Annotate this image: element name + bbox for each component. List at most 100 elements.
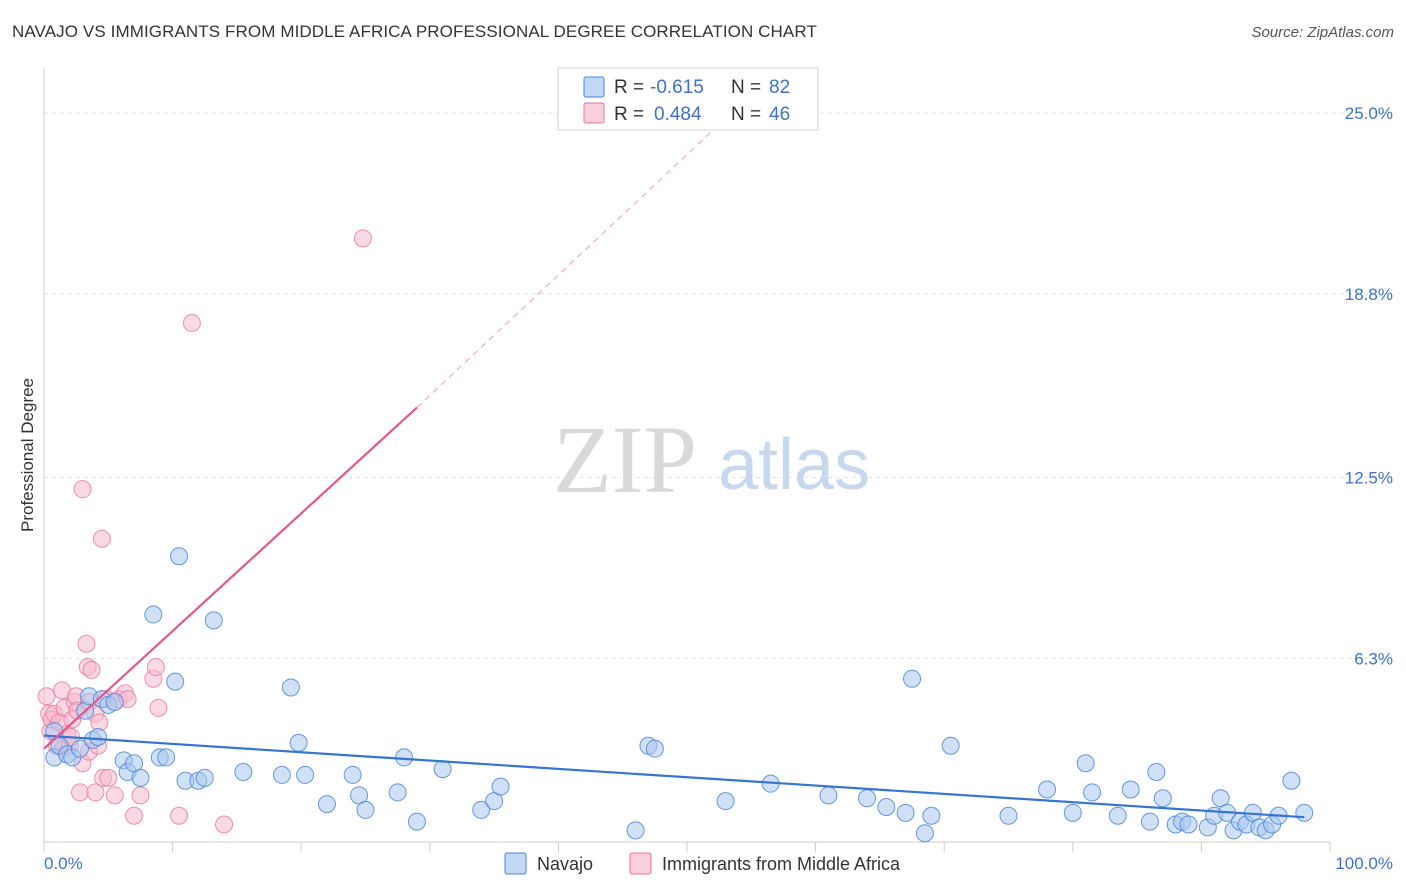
navajo-point-19: [157, 748, 176, 767]
watermark-zip: ZIP: [553, 406, 697, 513]
legend-r-value-navajo: -0.615: [650, 77, 704, 98]
navajo-point-41: [491, 777, 510, 796]
navajo-point-24: [195, 768, 214, 787]
navajo-point-32: [343, 765, 362, 784]
navajo-point-53: [922, 806, 941, 825]
navajo-point-42: [626, 821, 645, 840]
y-tick-label-0: 6.3%: [1354, 649, 1393, 668]
navajo-point-80: [1282, 771, 1301, 790]
navajo-point-28: [281, 678, 300, 697]
navajo-point-29: [289, 733, 308, 752]
y-axis-title: Professional Degree: [18, 378, 37, 532]
africa-point-31: [105, 786, 124, 805]
navajo-point-26: [234, 763, 253, 782]
navajo-point-67: [1179, 815, 1198, 834]
navajo-point-16: [131, 768, 150, 787]
navajo-point-17: [144, 605, 163, 624]
navajo-point-21: [170, 547, 189, 566]
grid-lines: [44, 112, 1395, 659]
trend-lines: [43, 130, 1305, 819]
legend-n-value-africa: 46: [769, 104, 790, 125]
africa-point-39: [149, 698, 168, 717]
y-tick-labels: 6.3% 12.5% 18.8% 25.0%: [1345, 104, 1393, 668]
africa-point-42: [215, 815, 234, 834]
x-tick-labels: 0.0% 100.0%: [44, 854, 1393, 873]
navajo-point-44: [645, 739, 664, 758]
navajo-point-64: [1153, 789, 1172, 808]
africa-point-0: [37, 687, 56, 706]
bottom-legend-label-africa: Immigrants from Middle Africa: [662, 854, 901, 874]
navajo-point-9: [89, 728, 108, 747]
navajo-point-60: [1108, 806, 1127, 825]
source-credit: Source: ZipAtlas.com: [1251, 24, 1394, 41]
navajo-point-35: [388, 783, 407, 802]
navajo-point-52: [915, 824, 934, 843]
navajo-point-56: [1038, 780, 1057, 799]
bottom-legend-label-navajo: Navajo: [537, 854, 593, 874]
africa-point-38: [146, 658, 165, 677]
chart-title: NAVAJO VS IMMIGRANTS FROM MIDDLE AFRICA …: [12, 22, 817, 41]
legend-r-value-africa: 0.484: [654, 104, 702, 125]
navajo-point-50: [896, 803, 915, 822]
navajo-point-37: [407, 812, 426, 831]
navajo-point-62: [1140, 812, 1159, 831]
legend-n-label-africa: N =: [731, 104, 761, 125]
navajo-point-48: [858, 789, 877, 808]
navajo-point-27: [272, 765, 291, 784]
africa-point-16: [71, 783, 90, 802]
africa-point-40: [170, 806, 189, 825]
navajo-point-30: [296, 765, 315, 784]
africa-point-30: [99, 768, 118, 787]
navajo-point-58: [1076, 754, 1095, 773]
africa-trend-extension: [416, 130, 714, 408]
navajo-point-81: [1295, 803, 1314, 822]
navajo-point-31: [317, 795, 336, 814]
legend-r-label-navajo: R =: [614, 77, 644, 98]
navajo-point-39: [472, 800, 491, 819]
legend-swatch-africa: [583, 102, 605, 124]
navajo-point-49: [877, 798, 896, 817]
navajo-point-38: [433, 760, 452, 779]
navajo-point-20: [166, 672, 185, 691]
navajo-point-54: [941, 736, 960, 755]
africa-point-35: [125, 806, 144, 825]
bottom-legend-swatch-africa: [629, 852, 652, 875]
y-tick-label-1: 12.5%: [1345, 468, 1393, 487]
africa-point-23: [82, 660, 101, 679]
legend-n-value-navajo: 82: [769, 77, 790, 98]
series-legend: Navajo Immigrants from Middle Africa: [504, 852, 901, 875]
x-tick-label-1: 100.0%: [1335, 854, 1393, 873]
legend-r-label-africa: R =: [614, 104, 644, 125]
x-tick-label-0: 0.0%: [44, 854, 83, 873]
navajo-point-57: [1063, 803, 1082, 822]
navajo-point-55: [999, 806, 1018, 825]
africa-point-27: [92, 529, 111, 548]
navajo-point-51: [903, 669, 922, 688]
africa-point-43: [353, 229, 372, 248]
bottom-legend-swatch-navajo: [504, 852, 527, 875]
navajo-point-12: [105, 693, 124, 712]
navajo-point-63: [1147, 763, 1166, 782]
navajo-point-59: [1083, 783, 1102, 802]
navajo-point-61: [1121, 780, 1140, 799]
africa-point-41: [182, 313, 201, 332]
africa-point-19: [77, 634, 96, 653]
navajo-point-47: [819, 786, 838, 805]
navajo-point-25: [204, 611, 223, 630]
y-tick-label-2: 18.8%: [1345, 285, 1393, 304]
navajo-trend-line: [43, 734, 1305, 819]
series-navajo-points: [45, 547, 1314, 843]
navajo-point-34: [356, 800, 375, 819]
correlation-legend: R = -0.615 N = 82 R = 0.484 N = 46: [557, 67, 819, 131]
africa-point-25: [86, 783, 105, 802]
navajo-point-45: [716, 792, 735, 811]
navajo-point-5: [71, 739, 90, 758]
watermark-atlas: atlas: [718, 425, 870, 505]
legend-swatch-navajo: [583, 76, 605, 98]
africa-point-18: [73, 480, 92, 499]
africa-point-36: [131, 786, 150, 805]
africa-trend-line: [43, 406, 418, 750]
legend-n-label-navajo: N =: [731, 77, 761, 98]
y-tick-label-3: 25.0%: [1345, 104, 1393, 123]
